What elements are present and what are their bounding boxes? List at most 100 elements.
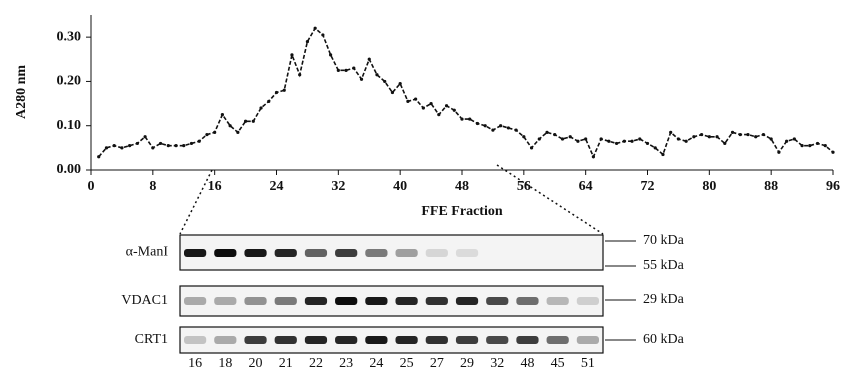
lane-label: 51	[581, 356, 595, 371]
x-tick-label: 56	[517, 179, 531, 194]
band	[456, 297, 478, 305]
lane-label: 32	[490, 356, 504, 371]
band	[426, 249, 448, 257]
data-point	[275, 91, 278, 94]
band	[214, 297, 236, 305]
data-point	[368, 58, 371, 61]
data-point	[144, 135, 147, 138]
x-tick-label: 24	[270, 179, 284, 194]
data-point	[715, 135, 718, 138]
data-point	[391, 91, 394, 94]
data-point	[723, 142, 726, 145]
data-point	[151, 146, 154, 149]
y-tick-label: 0.30	[57, 29, 82, 44]
data-point	[499, 124, 502, 127]
row-label: VDAC1	[121, 293, 168, 308]
data-point	[259, 106, 262, 109]
data-point	[113, 144, 116, 147]
band	[244, 297, 266, 305]
band	[486, 297, 508, 305]
data-point	[159, 142, 162, 145]
band	[516, 336, 538, 344]
band	[396, 249, 418, 257]
data-point	[770, 137, 773, 140]
x-tick-label: 96	[826, 179, 840, 194]
data-point	[314, 27, 317, 30]
data-point	[198, 140, 201, 143]
band	[184, 249, 206, 257]
data-point	[453, 109, 456, 112]
x-tick-label: 0	[88, 179, 95, 194]
data-point	[120, 146, 123, 149]
data-point	[600, 137, 603, 140]
data-point	[205, 133, 208, 136]
band	[335, 297, 357, 305]
band	[577, 249, 599, 257]
data-point	[437, 113, 440, 116]
data-point	[545, 131, 548, 134]
data-line	[99, 28, 833, 156]
data-point	[515, 129, 518, 132]
data-point	[630, 140, 633, 143]
data-point	[460, 117, 463, 120]
band	[184, 297, 206, 305]
band	[305, 297, 327, 305]
data-point	[607, 140, 610, 143]
data-point	[677, 137, 680, 140]
marker-label: 60 kDa	[643, 332, 685, 347]
band	[456, 249, 478, 257]
lane-label: 22	[309, 356, 323, 371]
band	[577, 336, 599, 344]
x-axis-title: FFE Fraction	[421, 204, 502, 219]
data-point	[445, 104, 448, 107]
lane-label: 29	[460, 356, 474, 371]
data-point	[623, 140, 626, 143]
row-label: CRT1	[135, 332, 168, 347]
data-point	[414, 98, 417, 101]
band	[335, 336, 357, 344]
figure: A280 nm FFE Fraction 0.000.100.200.30081…	[0, 0, 841, 373]
data-point	[422, 106, 425, 109]
data-point	[344, 69, 347, 72]
data-point	[739, 133, 742, 136]
band	[396, 336, 418, 344]
band	[396, 297, 418, 305]
data-point	[306, 40, 309, 43]
y-tick-label: 0.20	[57, 74, 82, 89]
blot-panel	[180, 286, 603, 316]
band	[516, 297, 538, 305]
x-tick-label: 72	[641, 179, 655, 194]
lane-label: 48	[520, 356, 534, 371]
lane-label: 45	[551, 356, 565, 371]
y-tick-label: 0.10	[57, 118, 82, 133]
lane-label: 27	[430, 356, 444, 371]
data-point	[252, 120, 255, 123]
data-point	[615, 142, 618, 145]
data-point	[399, 82, 402, 85]
lane-label: 18	[218, 356, 232, 371]
x-tick-label: 48	[455, 179, 469, 194]
lane-label: 23	[339, 356, 353, 371]
data-point	[754, 135, 757, 138]
data-point	[429, 102, 432, 105]
band	[547, 249, 569, 257]
band	[244, 336, 266, 344]
band	[547, 336, 569, 344]
band	[305, 249, 327, 257]
marker-label: 55 kDa	[643, 258, 685, 273]
band	[214, 336, 236, 344]
blot-panel	[180, 327, 603, 353]
data-point	[352, 67, 355, 70]
data-point	[406, 100, 409, 103]
lane-label: 16	[188, 356, 202, 371]
data-point	[746, 133, 749, 136]
data-point	[298, 73, 301, 76]
band	[365, 297, 387, 305]
data-point	[105, 146, 108, 149]
data-point	[283, 89, 286, 92]
data-point	[576, 140, 579, 143]
marker-label: 70 kDa	[643, 233, 685, 248]
data-point	[692, 135, 695, 138]
data-point	[476, 122, 479, 125]
band	[426, 297, 448, 305]
